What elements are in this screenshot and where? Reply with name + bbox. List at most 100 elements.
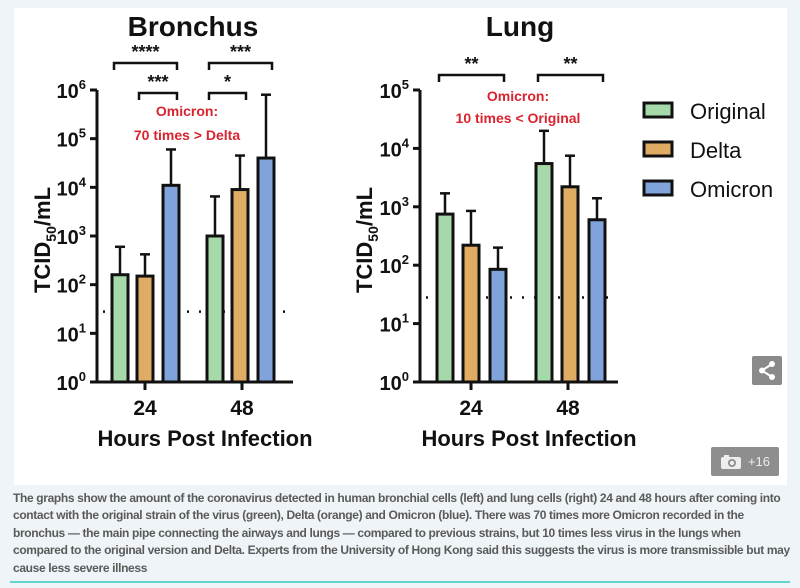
- y-tick-base: 10: [380, 81, 402, 103]
- y-tick-label: 100: [380, 369, 409, 395]
- x-tick-label: 48: [556, 397, 580, 420]
- y-tick-exponent: 6: [79, 77, 86, 92]
- y-axis-label-unit: /mL: [30, 187, 55, 226]
- annotation-text: 10 times < Original: [456, 110, 581, 126]
- y-axis-label-unit: /mL: [352, 187, 377, 226]
- y-tick-exponent: 0: [79, 369, 86, 384]
- bar-delta-24: [135, 274, 155, 384]
- legend: Original Delta Omicron: [642, 99, 773, 202]
- x-axis-label: Hours Post Infection: [97, 426, 312, 451]
- y-tick-exponent: 1: [79, 320, 86, 335]
- y-tick-label: 104: [57, 174, 87, 200]
- y-axis-label: TCID50/mL: [30, 187, 59, 293]
- x-tick-label: 24: [459, 397, 483, 420]
- legend-label: Omicron: [690, 177, 773, 202]
- y-tick-base: 10: [380, 315, 402, 337]
- y-tick-base: 10: [380, 198, 402, 220]
- y-tick-base: 10: [57, 81, 79, 103]
- y-tick-exponent: 3: [402, 194, 409, 209]
- y-tick-base: 10: [380, 256, 402, 278]
- y-tick-base: 10: [57, 324, 79, 346]
- y-tick-exponent: 5: [79, 126, 86, 141]
- y-axis-label-main: TCID: [30, 242, 55, 293]
- y-axis-label: TCID50/mL: [352, 187, 381, 293]
- caption-divider: [10, 581, 790, 583]
- y-tick-exponent: 4: [402, 135, 410, 150]
- significance-bracket: [207, 91, 248, 100]
- y-tick-label: 105: [380, 77, 409, 103]
- gallery-count: +16: [747, 454, 771, 469]
- y-tick-exponent: 5: [402, 77, 409, 92]
- bar-delta-48: [560, 185, 580, 384]
- y-tick-label: 101: [57, 320, 86, 346]
- x-tick-label: 48: [230, 397, 254, 420]
- y-tick-label: 105: [57, 126, 86, 152]
- y-axis-label-sub: 50: [365, 226, 381, 242]
- y-tick-base: 10: [380, 373, 402, 395]
- bar-omicron-24: [161, 183, 181, 384]
- bar-omicron-48: [587, 218, 607, 384]
- bar-delta-24: [461, 243, 481, 384]
- bar-delta-48: [230, 188, 250, 384]
- y-tick-label: 102: [380, 252, 409, 278]
- bar-omicron-48: [256, 156, 276, 384]
- y-tick-label: 100: [57, 369, 86, 395]
- bar-original-48: [534, 162, 554, 384]
- y-tick-base: 10: [380, 139, 402, 161]
- x-axis-label: Hours Post Infection: [421, 426, 636, 451]
- y-tick-base: 10: [57, 373, 79, 395]
- legend-swatch-original: [642, 101, 674, 119]
- significance-label: ***: [147, 72, 168, 92]
- chart-figure: Bronchus100101102103104105106TCID50/mL24…: [30, 11, 773, 451]
- camera-icon: [720, 454, 741, 469]
- annotation-text: Omicron:: [156, 103, 218, 119]
- y-tick-exponent: 2: [402, 252, 409, 267]
- legend-swatch-delta: [642, 140, 674, 158]
- image-caption: The graphs show the amount of the corona…: [13, 491, 790, 575]
- significance-label: ****: [131, 42, 159, 62]
- bar-omicron-24: [488, 267, 508, 384]
- x-tick-label: 24: [133, 397, 157, 420]
- y-tick-exponent: 3: [79, 223, 86, 238]
- y-tick-label: 103: [380, 194, 409, 220]
- y-tick-label: 101: [380, 311, 409, 337]
- share-button[interactable]: [752, 356, 782, 385]
- annotation-text: Omicron:: [487, 88, 549, 104]
- y-tick-base: 10: [57, 227, 79, 249]
- article-image: [14, 8, 787, 485]
- y-tick-label: 103: [57, 223, 86, 249]
- y-tick-exponent: 4: [79, 174, 87, 189]
- legend-swatch-omicron: [642, 179, 674, 197]
- significance-label: *: [224, 72, 231, 92]
- y-tick-label: 104: [380, 135, 410, 161]
- annotation-text: 70 times > Delta: [134, 127, 240, 143]
- y-tick-exponent: 1: [402, 311, 409, 326]
- significance-bracket: [536, 73, 605, 82]
- significance-bracket: [112, 61, 179, 70]
- y-tick-exponent: 0: [402, 369, 409, 384]
- y-tick-base: 10: [57, 276, 79, 298]
- significance-bracket: [437, 73, 506, 82]
- y-tick-base: 10: [57, 130, 79, 152]
- share-icon: [759, 361, 775, 380]
- significance-label: **: [464, 54, 478, 74]
- chart-bronchus: Bronchus100101102103104105106TCID50/mL24…: [30, 11, 313, 451]
- y-tick-label: 106: [57, 77, 86, 103]
- y-axis-label-sub: 50: [43, 226, 59, 242]
- legend-label: Delta: [690, 138, 742, 163]
- gallery-button[interactable]: +16: [711, 447, 779, 476]
- y-tick-label: 102: [57, 272, 86, 298]
- significance-label: ***: [230, 42, 251, 62]
- legend-label: Original: [690, 99, 766, 124]
- bar-original-24: [435, 212, 455, 384]
- bar-original-48: [205, 234, 225, 384]
- chart-title: Bronchus: [128, 11, 259, 42]
- significance-bracket: [207, 61, 274, 70]
- y-axis-label-main: TCID: [352, 242, 377, 293]
- y-tick-base: 10: [57, 178, 79, 200]
- bar-original-24: [110, 273, 130, 384]
- chart-title: Lung: [486, 11, 554, 42]
- y-tick-exponent: 2: [79, 272, 86, 287]
- significance-label: **: [563, 54, 577, 74]
